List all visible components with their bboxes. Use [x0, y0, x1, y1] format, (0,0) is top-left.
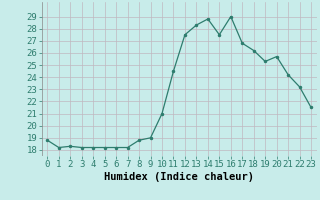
X-axis label: Humidex (Indice chaleur): Humidex (Indice chaleur) [104, 172, 254, 182]
